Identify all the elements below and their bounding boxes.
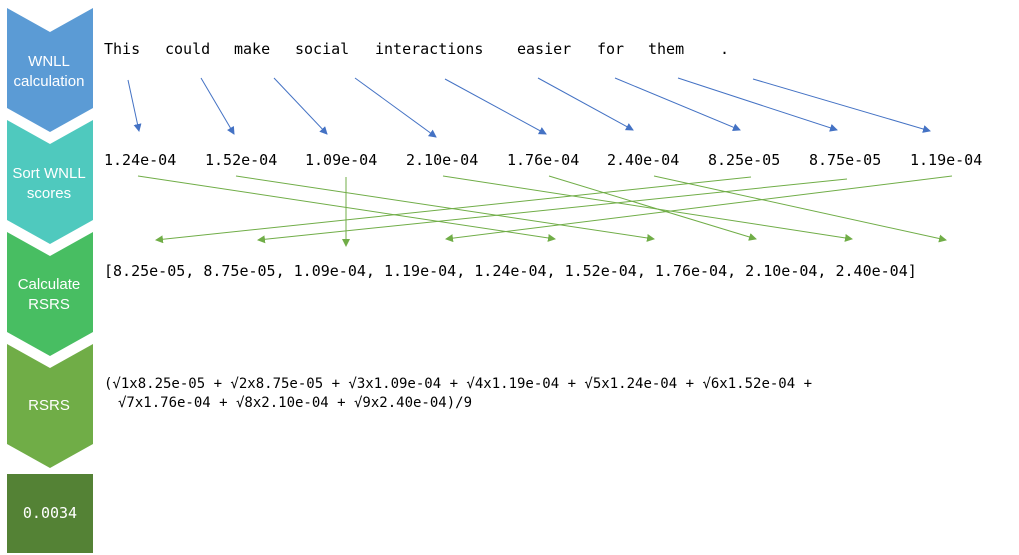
token: easier <box>517 40 572 58</box>
arrow <box>445 175 953 243</box>
wnll-score: 1.52e-04 <box>205 151 278 169</box>
step-label-line: Sort WNLL <box>12 165 86 182</box>
step-label-line: calculation <box>13 73 85 90</box>
wnll-score: 1.24e-04 <box>104 151 177 169</box>
step-label-line: RSRS <box>28 296 70 313</box>
token: make <box>234 40 271 58</box>
step-chevron-calc <box>7 232 93 356</box>
arrow <box>257 178 848 244</box>
rsrs-formula-line-2: √7x1.76e-04 + √8x2.10e-04 + √9x2.40e-04)… <box>118 395 473 411</box>
token: for <box>597 40 625 58</box>
arrow <box>444 78 547 135</box>
step-label-line: Calculate <box>17 276 81 293</box>
sorted-scores: [8.25e-05, 8.75e-05, 1.09e-04, 1.19e-04,… <box>104 262 917 280</box>
token: This <box>104 40 141 58</box>
arrow <box>273 77 328 135</box>
step-label-line: RSRS <box>28 397 70 414</box>
arrow <box>614 77 741 132</box>
wnll-score: 8.75e-05 <box>809 151 882 169</box>
process-chevrons <box>7 8 93 468</box>
step-label-rsrs: RSRS <box>6 396 92 416</box>
wnll-score: 8.25e-05 <box>708 151 781 169</box>
wnll-score: 1.09e-04 <box>305 151 378 169</box>
arrow <box>127 79 142 132</box>
step-chevron-rsrs <box>7 344 93 468</box>
step-label-sort: Sort WNLL scores <box>6 164 92 204</box>
arrow <box>442 175 853 242</box>
result-value: 0.0034 <box>22 504 78 522</box>
token: could <box>165 40 211 58</box>
step-label-line: WNLL <box>28 53 70 70</box>
arrow <box>677 77 838 132</box>
step-chevron-sort <box>7 120 93 244</box>
token: them <box>648 40 685 58</box>
wnll-score: 1.76e-04 <box>507 151 580 169</box>
token: social <box>295 40 350 58</box>
arrow <box>752 78 931 133</box>
wnll-score: 2.10e-04 <box>406 151 479 169</box>
arrow <box>155 176 752 244</box>
rsrs-formula-line-1: (√1x8.25e-05 + √2x8.75e-05 + √3x1.09e-04… <box>104 376 813 392</box>
step-chevron-wnll <box>7 8 93 132</box>
arrow <box>354 77 437 138</box>
arrow <box>200 77 235 135</box>
score-to-sorted-arrows <box>137 175 953 247</box>
arrow <box>235 175 655 242</box>
result-box: 0.0034 <box>7 474 93 553</box>
step-label-line: scores <box>26 185 72 202</box>
arrow <box>548 175 757 241</box>
step-label-calc: Calculate RSRS <box>6 275 92 315</box>
wnll-score: 1.19e-04 <box>910 151 983 169</box>
arrow <box>537 77 634 131</box>
token: . <box>720 40 730 58</box>
token: interactions <box>375 40 484 58</box>
arrow <box>653 175 947 243</box>
wnll-score: 2.40e-04 <box>607 151 680 169</box>
token-to-score-arrows <box>127 77 931 138</box>
step-label-wnll: WNLL calculation <box>6 52 92 92</box>
